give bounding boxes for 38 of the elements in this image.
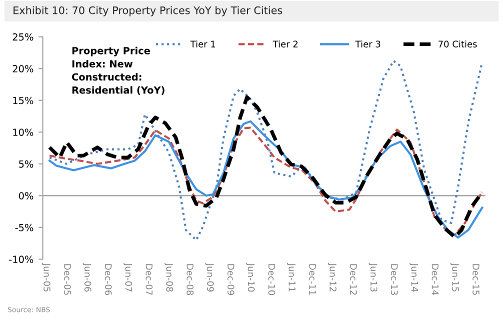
legend-label: Tier 1 — [190, 40, 216, 48]
chart-title: Exhibit 10: 70 City Property Prices YoY by Tier Cities — [14, 6, 282, 16]
x-tick-label: Jun-13 — [368, 262, 378, 292]
x-tick-label: Dec-09 — [228, 264, 234, 295]
line-series — [48, 60, 484, 242]
x-tick-label: Jun-06 — [82, 262, 92, 292]
y-tick-label: 25% — [12, 33, 34, 41]
x-tick-label: Dec-15 — [472, 264, 480, 295]
y-tick-label: 5% — [19, 160, 34, 168]
y-tick-label: 10% — [13, 128, 34, 136]
y-tick-label: 15% — [13, 96, 34, 104]
legend-label: Tier 2 — [272, 40, 298, 48]
line-series — [48, 95, 484, 239]
legend-label: 70 Cities — [438, 40, 477, 48]
x-tick-label: Dec-06 — [104, 264, 112, 296]
x-tick-label: Dec-11 — [309, 264, 316, 295]
x-tick-label: Dec-10 — [268, 264, 276, 295]
x-tick-label: Dec-07 — [146, 264, 153, 295]
annotation: Property Price Index: New Constructed: Residential (YoY) — [72, 46, 164, 95]
x-tick-label: Jun-10 — [246, 262, 255, 292]
x-tick-label: Jun-07 — [124, 262, 132, 292]
y-tick-label: 20% — [12, 65, 34, 72]
x-tick-label: Dec-12 — [350, 264, 357, 295]
x-tick-label: Jun-09 — [205, 262, 214, 292]
x-tick-label: Jun-08 — [164, 262, 174, 292]
x-tick-label: Jun-14 — [410, 262, 418, 292]
x-tick-label: Jun-05 — [42, 262, 50, 292]
y-tick-label: -10% — [9, 256, 34, 264]
x-tick-label: Dec-14 — [432, 264, 438, 296]
x-tick-label: Dec-05 — [64, 264, 71, 295]
y-tick-label: -5% — [15, 224, 34, 232]
y-tick-label: 0% — [18, 192, 34, 200]
x-tick-label: Jun-11 — [287, 262, 296, 292]
x-tick-label: Dec-13 — [390, 264, 398, 295]
x-tick-label: Jun-15 — [450, 262, 459, 292]
x-tick-label: Dec-08 — [186, 264, 194, 295]
legend-label: Tier 3 — [355, 40, 380, 48]
x-tick-label: Jun-12 — [328, 262, 336, 292]
